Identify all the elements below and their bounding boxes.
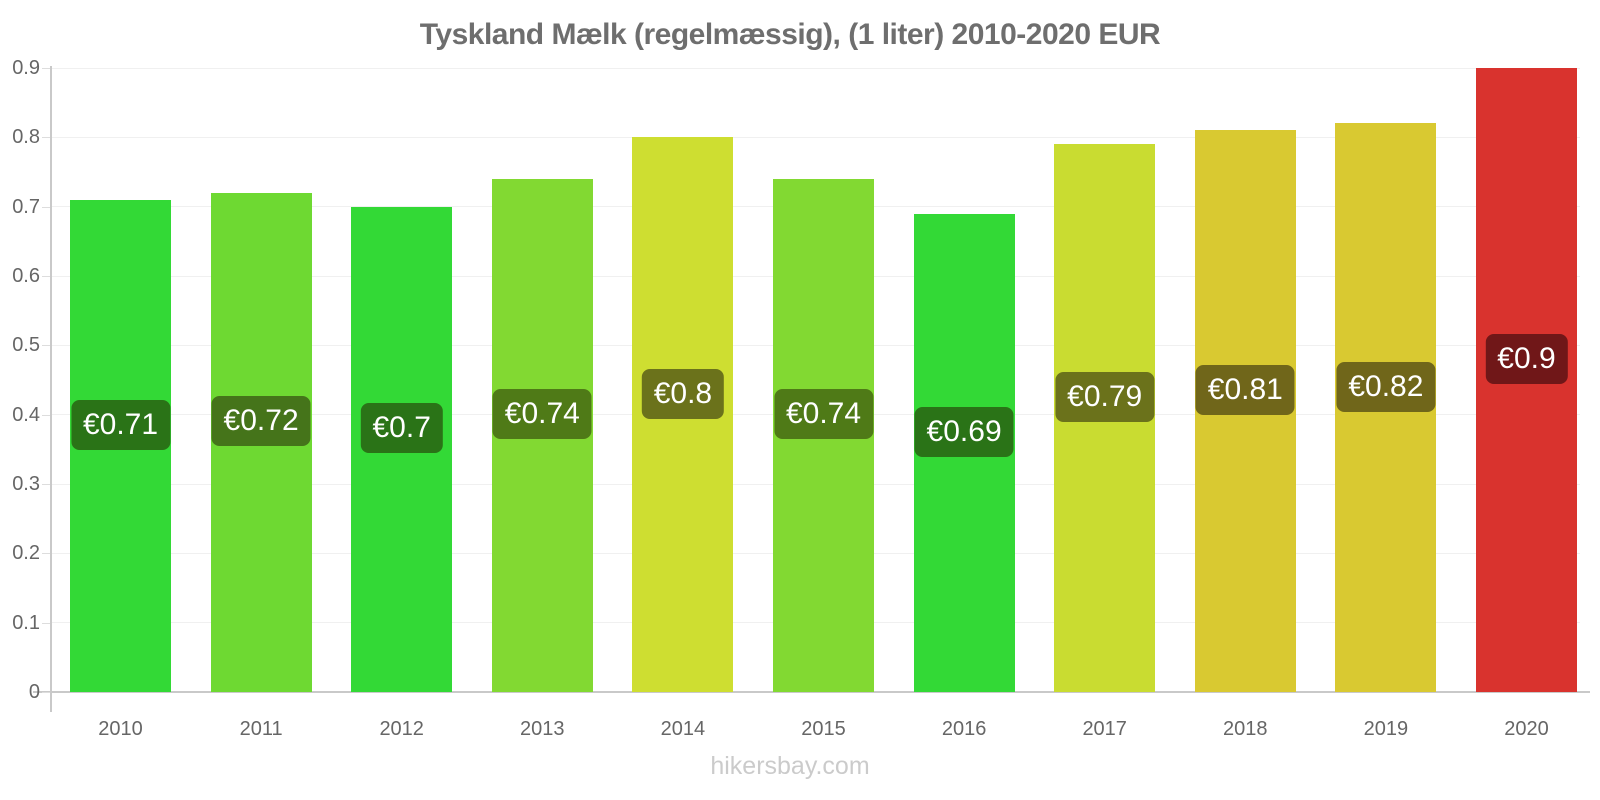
x-axis-tick-label-2017: 2017	[1082, 718, 1127, 740]
y-axis-tick-label: 0.3	[12, 473, 40, 495]
y-axis-tick-label: 0.4	[12, 403, 40, 426]
x-axis-tick-label-2016: 2016	[941, 718, 987, 740]
x-axis-tick-label-2015: 2015	[801, 718, 846, 740]
x-axis-line	[33, 691, 1590, 693]
bar-value-label-2011: €0.72	[211, 396, 311, 447]
x-axis-tick-label-2011: 2011	[239, 718, 283, 740]
chart-title: Tyskland Mælk (regelmæssig), (1 liter) 2…	[419, 18, 1161, 51]
y-axis-tick-label: 0.6	[12, 265, 40, 288]
bar-value-label-2019: €0.82	[1336, 361, 1436, 412]
bar-value-label-2016: €0.69	[914, 406, 1014, 457]
x-axis-tick-label-2014: 2014	[660, 718, 706, 740]
x-axis-tick-label-2012: 2012	[379, 718, 424, 740]
x-axis-tick-label-2010: 2010	[98, 718, 143, 740]
gridline	[52, 136, 1580, 138]
y-axis-tick-mark	[42, 484, 50, 485]
y-axis-tick-label: 0.7	[12, 195, 40, 218]
bar-value-label-2017: €0.79	[1055, 372, 1155, 423]
gridline	[52, 67, 1580, 69]
y-axis-tick-mark	[42, 276, 50, 278]
x-axis-tick-label-2019: 2019	[1363, 718, 1409, 740]
bar-value-label-2013: €0.74	[492, 389, 592, 440]
bar-value-label-2018: €0.81	[1195, 365, 1295, 416]
y-axis-tick-label: 0.9	[12, 57, 40, 80]
y-axis-tick-mark	[42, 137, 50, 139]
x-axis-tick-label-2020: 2020	[1504, 718, 1549, 740]
x-axis-tick-label-2018: 2018	[1223, 718, 1268, 740]
bar-value-label-2015: €0.74	[773, 389, 874, 440]
y-axis-tick-mark	[42, 622, 50, 624]
y-axis-tick-mark	[42, 414, 50, 416]
y-axis-tick-mark	[42, 206, 50, 208]
y-axis-tick-mark	[42, 345, 50, 347]
y-axis-tick-mark	[42, 692, 50, 693]
y-axis-line	[50, 66, 52, 712]
bar-value-label-2014: €0.8	[641, 368, 725, 419]
y-axis-tick-mark	[42, 68, 50, 70]
y-axis-tick-label: 0.8	[12, 126, 40, 149]
bar-value-label-2010: €0.71	[70, 399, 171, 450]
y-axis-tick-label: 0.2	[12, 542, 40, 565]
bar-value-label-2020: €0.9	[1485, 334, 1568, 384]
y-axis-tick-mark	[42, 553, 50, 555]
y-axis-tick-label: 0.1	[12, 611, 40, 634]
watermark-text: hikersbay.com	[710, 752, 870, 780]
y-axis-tick-label: 0.5	[12, 334, 40, 357]
y-axis-tick-label: 0	[28, 681, 40, 703]
x-axis-tick-label-2013: 2013	[520, 718, 565, 740]
bar-value-label-2012: €0.7	[360, 403, 443, 454]
